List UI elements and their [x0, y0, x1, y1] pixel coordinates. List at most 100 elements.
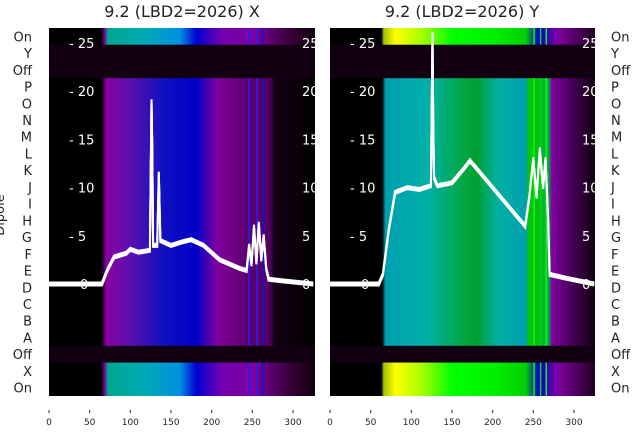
curve-ytick-label-right: 5	[302, 230, 310, 245]
heatmap-line	[533, 228, 535, 246]
heatmap-line	[248, 128, 250, 146]
row-label-right: G	[611, 231, 621, 246]
heatmap-line	[539, 329, 542, 347]
heatmap-line	[539, 212, 542, 230]
row-label-right: Off	[611, 348, 631, 363]
heatmap-line	[256, 295, 258, 313]
heatmap-line	[262, 295, 264, 313]
curve-ytick-label-right: 0	[582, 278, 590, 293]
heatmap-panel-0: 0 0- 5 5- 10 10- 15 15- 20 20- 25 25	[49, 28, 319, 396]
heatmap-row-Y	[49, 44, 315, 62]
heatmap-line	[539, 262, 542, 280]
curve-ytick-label: - 15	[350, 133, 375, 148]
row-label-right: On	[611, 30, 629, 45]
row-label-right: P	[611, 81, 619, 96]
heatmap-line	[262, 262, 264, 280]
row-label-right: I	[611, 198, 615, 213]
row-label-left: O	[22, 97, 32, 112]
heatmap-line	[256, 161, 258, 180]
heatmap-line	[545, 312, 548, 330]
heatmap-line	[545, 145, 548, 163]
curve-line	[49, 102, 314, 287]
curve-ytick-label-right: 20	[302, 85, 319, 100]
xtick-label: 100	[122, 418, 139, 428]
heatmap-line	[256, 278, 258, 297]
curve-ytick-label-right: 25	[582, 37, 599, 52]
row-label-left: D	[22, 281, 32, 296]
heatmap-line	[256, 128, 258, 146]
heatmap-line	[256, 111, 258, 129]
curve-ytick-label-right: 15	[302, 133, 319, 148]
heatmap-line	[539, 228, 542, 246]
xtick-label: 250	[244, 418, 261, 428]
heatmap-row-C	[330, 295, 595, 313]
heatmap-row-N	[49, 111, 315, 129]
heatmap-line	[545, 295, 548, 313]
row-label-right: On	[611, 382, 629, 397]
row-label-left: On	[14, 382, 32, 397]
row-label-right: Off	[611, 64, 631, 79]
heatmap-line	[545, 111, 548, 129]
xtick-label: 0	[327, 418, 333, 428]
row-label-right: D	[611, 281, 621, 296]
heatmap-row-Off	[49, 345, 315, 364]
heatmap-row-H	[49, 212, 315, 230]
heatmap-line	[545, 379, 548, 396]
heatmap-row-A	[330, 329, 595, 347]
row-label-left: Off	[13, 64, 33, 79]
heatmap-line	[533, 28, 535, 46]
y-axis-label: Dipole	[0, 194, 8, 235]
heatmap-line	[545, 245, 548, 263]
heatmap-line	[539, 28, 542, 46]
heatmap-line	[545, 362, 548, 380]
heatmap-line	[533, 312, 535, 330]
heatmap-row-G	[330, 228, 595, 246]
heatmap-line	[545, 278, 548, 297]
heatmap-row-H	[330, 212, 595, 230]
curve-ytick-label: - 10	[69, 182, 94, 197]
heatmap-line	[248, 262, 250, 280]
heatmap-line	[262, 78, 264, 96]
xtick-label: 100	[403, 418, 420, 428]
row-label-right: K	[611, 164, 620, 179]
heatmap-line	[256, 262, 258, 280]
heatmap-line	[248, 228, 250, 246]
heatmap-row-M	[330, 128, 595, 146]
heatmap-row-L	[330, 145, 595, 163]
heatmap-row-F	[330, 245, 595, 263]
heatmap-line	[539, 178, 542, 196]
row-label-left: C	[23, 298, 32, 313]
row-label-right: L	[611, 147, 619, 162]
curve-ytick-label: - 25	[69, 37, 94, 52]
heatmap-line	[248, 295, 250, 313]
curve-ytick-label-right: 15	[582, 133, 599, 148]
heatmap-line	[533, 262, 535, 280]
heatmap-line	[256, 212, 258, 230]
row-label-left: N	[22, 114, 32, 129]
heatmap-row-E	[49, 262, 315, 280]
heatmap-line	[533, 212, 535, 230]
heatmap-line	[262, 212, 264, 230]
row-label-right: B	[611, 315, 620, 330]
curve-ytick-label-right: 5	[582, 230, 590, 245]
heatmap-row-Off	[49, 61, 315, 79]
heatmap-row-Off	[330, 61, 595, 79]
xtick-label: 50	[365, 418, 377, 428]
heatmap-row-C	[49, 295, 315, 313]
heatmap-row-B	[49, 312, 315, 330]
row-label-right: O	[611, 97, 621, 112]
heatmap-row-N	[330, 111, 595, 129]
heatmap-line	[248, 78, 250, 96]
curve-ytick-label-right: 20	[582, 85, 599, 100]
heatmap-line	[539, 379, 542, 396]
heatmap-line	[248, 161, 250, 180]
heatmap-line	[545, 262, 548, 280]
heatmap-line	[539, 278, 542, 297]
heatmap-line	[533, 379, 535, 396]
row-label-right: H	[611, 214, 621, 229]
panel-title-x: 9.2 (LBD2=2026) X	[104, 2, 260, 21]
heatmap-line	[256, 195, 258, 213]
heatmap-line	[262, 161, 264, 180]
heatmap-line	[248, 195, 250, 213]
